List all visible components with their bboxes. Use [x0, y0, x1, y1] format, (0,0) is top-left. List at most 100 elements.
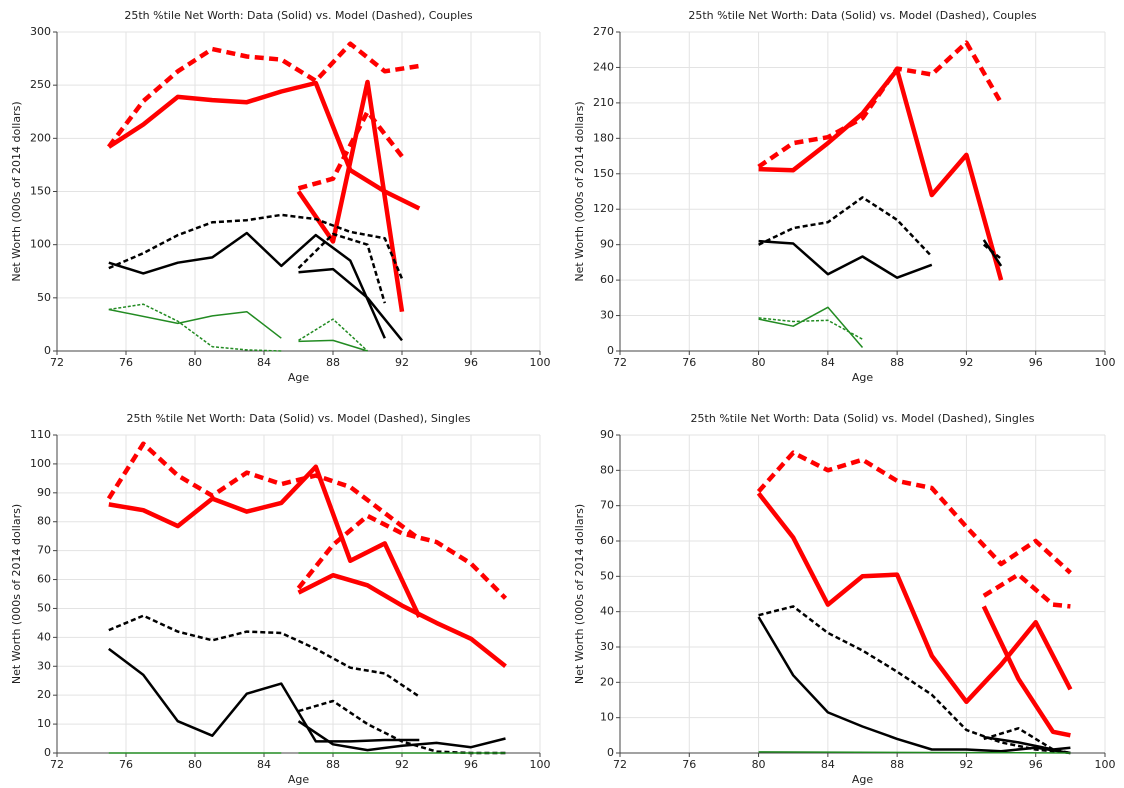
y-tick-label: 0 — [607, 344, 614, 357]
data-line — [298, 318, 369, 352]
data-line — [297, 232, 386, 304]
x-tick-label: 76 — [682, 356, 696, 369]
y-tick-label: 40 — [37, 630, 51, 643]
data-line — [296, 79, 405, 313]
data-line — [983, 243, 1002, 260]
chart-title: 25th %tile Net Worth: Data (Solid) vs. M… — [688, 9, 1037, 22]
data-line — [758, 751, 1071, 754]
y-tick-label: 30 — [37, 659, 51, 672]
y-axis-label: Net Worth (000s of 2014 dollars) — [10, 504, 23, 684]
data-line — [108, 464, 422, 619]
x-tick-label: 80 — [188, 356, 202, 369]
data-line — [983, 727, 1071, 755]
x-tick-label: 88 — [890, 356, 904, 369]
x-tick-label: 84 — [257, 356, 271, 369]
y-tick-label: 100 — [30, 238, 51, 251]
chart-title: 25th %tile Net Worth: Data (Solid) vs. M… — [691, 412, 1035, 425]
data-line — [298, 339, 368, 352]
data-line — [756, 491, 1073, 705]
y-tick-label: 150 — [30, 185, 51, 198]
data-line — [757, 40, 1004, 169]
data-line — [108, 647, 420, 743]
x-tick-label: 76 — [119, 758, 133, 771]
y-tick-label: 200 — [30, 131, 51, 144]
x-axis-label: Age — [288, 371, 310, 384]
data-line — [982, 572, 1071, 609]
data-line — [758, 605, 1071, 755]
x-tick-label: 92 — [959, 758, 973, 771]
x-tick-label: 100 — [1095, 356, 1116, 369]
data-line — [757, 616, 1071, 755]
data-line — [108, 308, 282, 339]
y-tick-label: 60 — [600, 534, 614, 547]
y-tick-label: 40 — [600, 605, 614, 618]
data-line — [108, 231, 386, 339]
y-tick-label: 0 — [607, 746, 614, 759]
x-tick-label: 96 — [1029, 356, 1043, 369]
y-axis-label: Net Worth (000s of 2014 dollars) — [573, 504, 586, 684]
x-tick-label: 80 — [188, 758, 202, 771]
x-tick-label: 88 — [326, 758, 340, 771]
y-tick-label: 80 — [600, 463, 614, 476]
data-line — [758, 306, 864, 348]
data-line — [297, 720, 506, 752]
y-tick-label: 270 — [593, 25, 614, 38]
x-axis-label: Age — [288, 773, 310, 786]
x-tick-label: 96 — [464, 758, 478, 771]
y-tick-label: 210 — [593, 96, 614, 109]
data-line — [983, 735, 1071, 751]
data-line — [108, 303, 282, 352]
x-axis-label: Age — [852, 773, 874, 786]
x-tick-label: 84 — [821, 356, 835, 369]
y-tick-label: 50 — [37, 291, 51, 304]
data-line — [107, 80, 421, 211]
chart-title: 25th %tile Net Worth: Data (Solid) vs. M… — [124, 9, 473, 22]
data-line — [108, 614, 420, 698]
x-tick-label: 72 — [613, 356, 627, 369]
y-tick-label: 150 — [593, 167, 614, 180]
y-tick-label: 70 — [600, 499, 614, 512]
y-tick-label: 30 — [600, 640, 614, 653]
x-tick-label: 88 — [890, 758, 904, 771]
x-tick-label: 76 — [682, 758, 696, 771]
x-tick-label: 76 — [119, 356, 133, 369]
x-tick-label: 84 — [257, 758, 271, 771]
data-line — [758, 67, 1004, 281]
x-tick-label: 96 — [1029, 758, 1043, 771]
y-tick-label: 120 — [593, 202, 614, 215]
y-tick-label: 80 — [37, 515, 51, 528]
y-tick-label: 180 — [593, 131, 614, 144]
x-tick-label: 100 — [1095, 758, 1116, 771]
y-tick-label: 30 — [600, 309, 614, 322]
x-tick-label: 80 — [752, 356, 766, 369]
x-axis-label: Age — [852, 371, 874, 384]
x-tick-label: 92 — [395, 758, 409, 771]
y-tick-label: 60 — [37, 573, 51, 586]
data-line — [107, 41, 420, 149]
y-tick-label: 0 — [44, 746, 51, 759]
data-line — [106, 441, 421, 541]
y-tick-label: 20 — [37, 688, 51, 701]
chart-title: 25th %tile Net Worth: Data (Solid) vs. M… — [127, 412, 471, 425]
y-tick-label: 70 — [37, 544, 51, 557]
x-tick-label: 92 — [395, 356, 409, 369]
x-tick-label: 72 — [50, 356, 64, 369]
data-line — [758, 239, 933, 279]
y-tick-label: 10 — [37, 717, 51, 730]
data-line — [297, 572, 507, 669]
data-line — [758, 196, 933, 258]
y-tick-label: 10 — [600, 711, 614, 724]
y-axis-label: Net Worth (000s of 2014 dollars) — [573, 101, 586, 281]
y-tick-label: 240 — [593, 60, 614, 73]
y-tick-label: 20 — [600, 675, 614, 688]
data-line — [108, 213, 404, 280]
data-line — [981, 605, 1071, 738]
y-tick-label: 90 — [37, 486, 51, 499]
y-tick-label: 250 — [30, 78, 51, 91]
x-tick-label: 84 — [821, 758, 835, 771]
y-tick-label: 90 — [600, 428, 614, 441]
y-axis-label: Net Worth (000s of 2014 dollars) — [10, 101, 23, 281]
data-line — [758, 317, 863, 340]
y-tick-label: 300 — [30, 25, 51, 38]
